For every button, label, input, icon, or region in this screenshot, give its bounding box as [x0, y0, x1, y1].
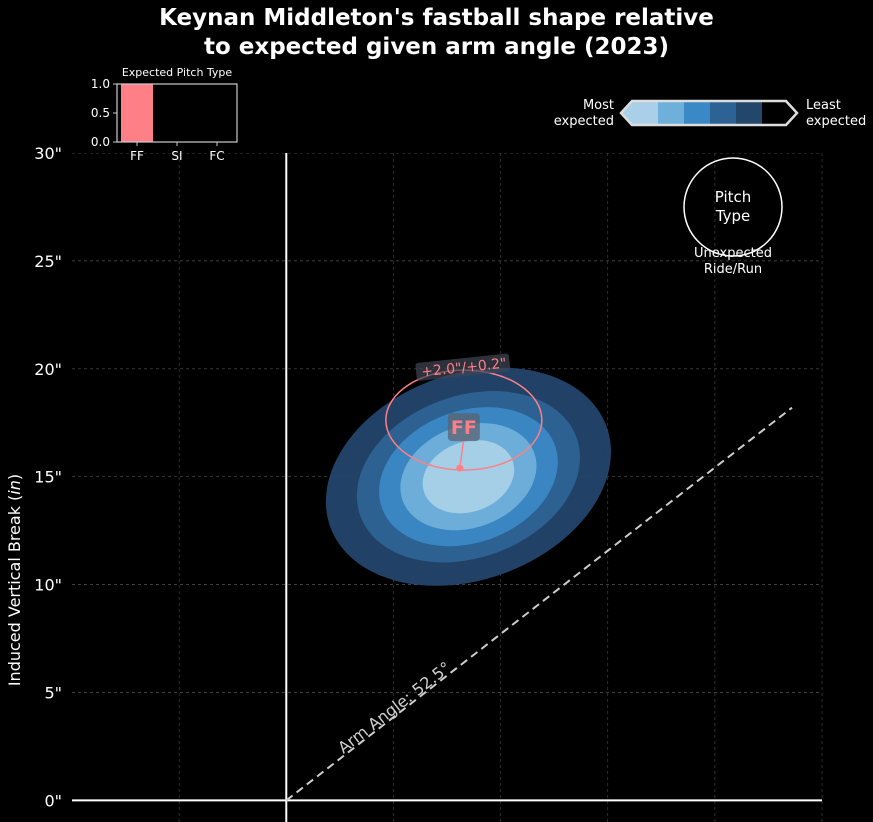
inset-bars [121, 84, 153, 142]
expectedness-legend: Most expected Least expected Pitch Type … [554, 98, 866, 277]
arm-angle-label: Arm Angle: 52.5° [334, 658, 454, 757]
pitch-point [456, 464, 464, 472]
y-tick-label-25: 25" [34, 252, 62, 271]
inset-x-tick-FF: FF [130, 149, 144, 163]
expected-pitch-type-inset: Expected Pitch Type 1.0 0.5 0.0 FF SI FC [91, 66, 238, 163]
legend-scale-frame [619, 99, 799, 127]
delta-label-box [415, 353, 511, 381]
inset-x-tick-SI: SI [171, 149, 182, 163]
pitch-type-legend-caption-1: Unexpected [694, 246, 772, 261]
inset-x-ticks: FF SI FC [130, 142, 225, 163]
chart-title-line-2: to expected given arm angle (2023) [203, 34, 670, 60]
y-tick-label-0: 0" [44, 791, 62, 810]
legend-most-label-1: Most [583, 98, 614, 113]
expected-shape-contours [325, 367, 611, 586]
chart-title-line-1: Keynan Middleton's fastball shape relati… [159, 5, 714, 31]
y-tick-label-15: 15" [34, 468, 62, 487]
inset-y-tick-1: 0.5 [91, 106, 110, 120]
y-tick-label-10: 10" [34, 576, 62, 595]
arm-angle-line [285, 406, 793, 802]
legend-left-cap [622, 102, 632, 124]
chart-title: Keynan Middleton's fastball shape relati… [0, 4, 873, 62]
legend-swatch-1 [632, 102, 658, 124]
y-tick-label-5: 5" [44, 684, 62, 703]
inset-bar-FF [121, 84, 153, 142]
y-tick-label-20: 20" [34, 360, 62, 379]
legend-swatch-2 [658, 102, 684, 124]
inset-y-tick-2: 0.0 [91, 135, 110, 149]
legend-swatch-3 [684, 102, 710, 124]
legend-swatch-4 [710, 102, 736, 124]
legend-color-scale [622, 102, 762, 124]
pitch-type-legend-caption-2: Ride/Run [704, 262, 762, 277]
pitch-label: FF [451, 417, 477, 439]
y-axis-label: Induced Vertical Break (in) [5, 474, 24, 686]
inset-title: Expected Pitch Type [122, 66, 233, 79]
pitch-label-box [447, 413, 480, 442]
contour-level-5 [422, 440, 515, 514]
legend-most-label-2: expected [554, 114, 614, 129]
pitch-offset-line [459, 437, 465, 469]
y-tick-label-30: 30" [34, 144, 62, 163]
pitch-type-legend-circle [683, 157, 783, 257]
inset-x-tick-FC: FC [209, 149, 224, 163]
pitch-type-legend-label-2: Type [715, 207, 750, 225]
inset-y-ticks: 1.0 0.5 0.0 [91, 77, 117, 149]
legend-least-label-2: expected [806, 114, 866, 129]
inset-y-tick-0: 1.0 [91, 77, 110, 91]
legend-least-label-1: Least [806, 98, 841, 113]
pitch-type-legend-label-1: Pitch [715, 188, 752, 206]
legend-swatch-5 [736, 102, 762, 124]
y-tick-labels: 0" 5" 10" 15" 20" 25" 30" [34, 144, 62, 810]
axes [72, 153, 822, 822]
